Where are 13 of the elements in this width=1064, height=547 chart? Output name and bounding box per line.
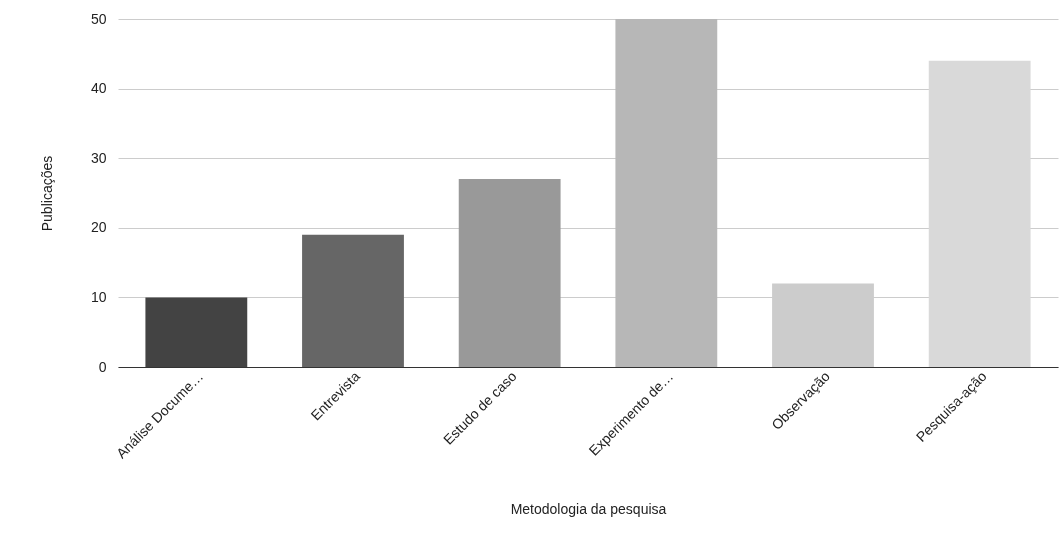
y-axis-title: Publicações [38,155,55,232]
y-tick-label: 20 [90,219,107,236]
y-tick-label: 10 [90,288,107,305]
x-axis-title: Metodologia da pesquisa [510,501,667,518]
y-tick-label: 50 [90,10,107,27]
y-tick-label: 0 [98,358,107,375]
bar [458,179,561,367]
bar [145,297,248,367]
bar [615,19,718,367]
bar [302,234,404,367]
bar [928,60,1031,367]
y-tick-label: 40 [90,80,107,97]
y-tick-label: 30 [90,149,107,166]
